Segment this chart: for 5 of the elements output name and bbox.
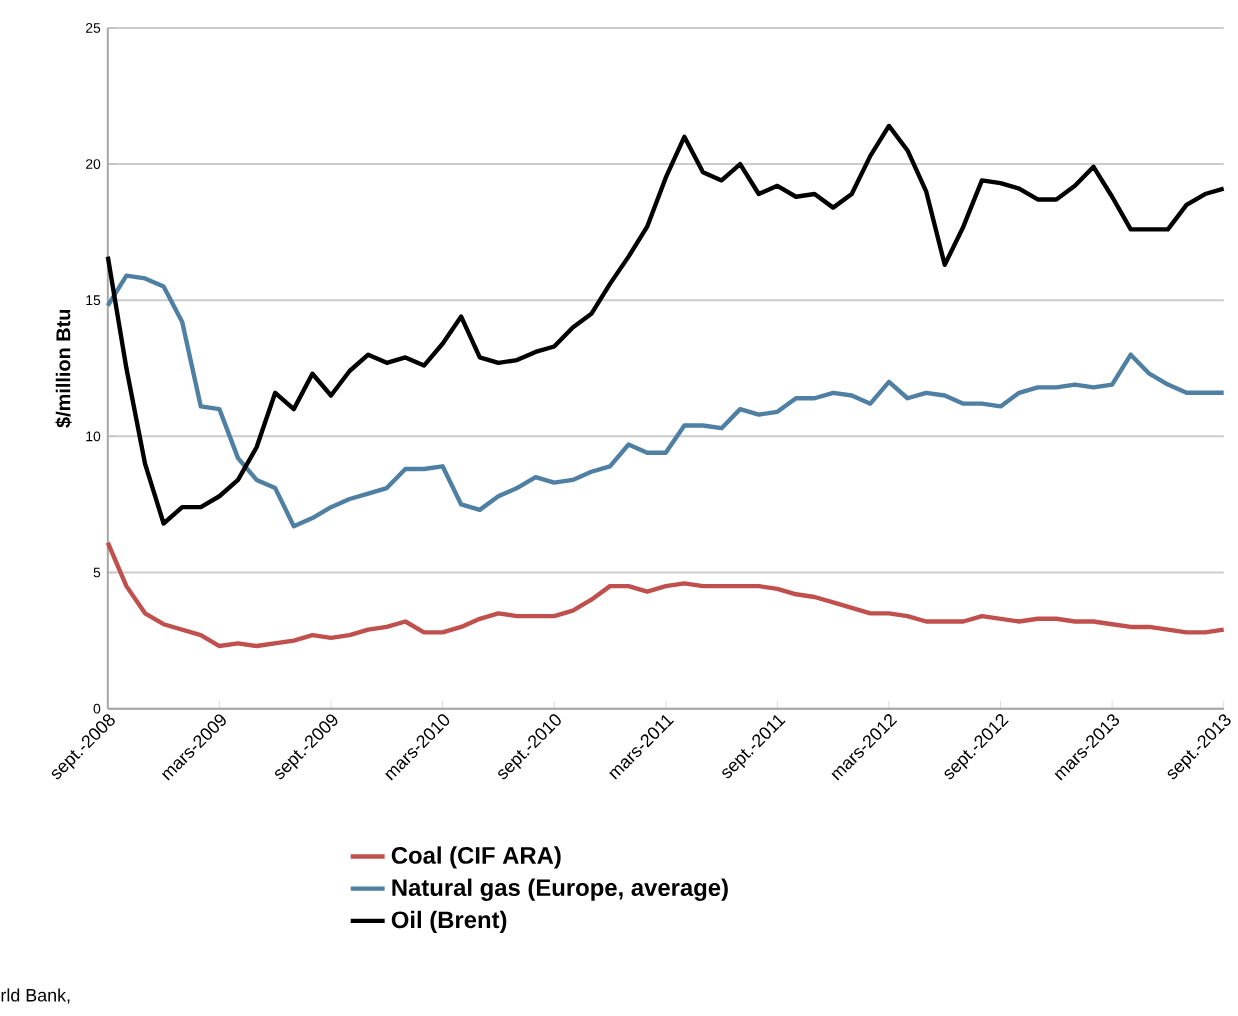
legend-label: Coal (CIF ARA) bbox=[391, 846, 561, 869]
legend-label: Oil (Brent) bbox=[391, 910, 507, 933]
y-axis-title: $/million Btu bbox=[55, 309, 72, 428]
legend-label: Natural gas (Europe, average) bbox=[392, 878, 728, 901]
text: rld Bank, bbox=[1, 988, 70, 1004]
